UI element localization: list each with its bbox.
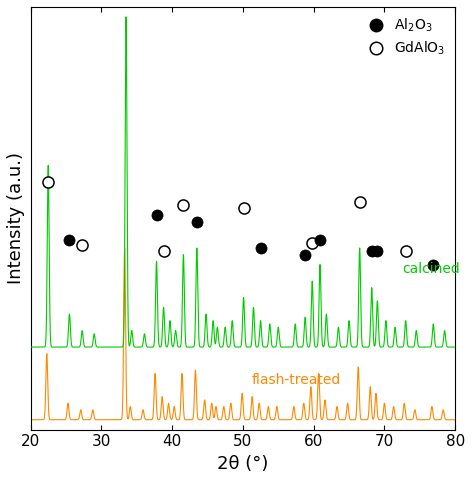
Text: flash-treated: flash-treated — [251, 373, 341, 387]
Legend: Al$_2$O$_3$, GdAlO$_3$: Al$_2$O$_3$, GdAlO$_3$ — [359, 14, 448, 60]
Text: calcined: calcined — [402, 263, 460, 276]
Y-axis label: Intensity (a.u.): Intensity (a.u.) — [7, 152, 25, 284]
X-axis label: 2θ (°): 2θ (°) — [217, 455, 269, 473]
